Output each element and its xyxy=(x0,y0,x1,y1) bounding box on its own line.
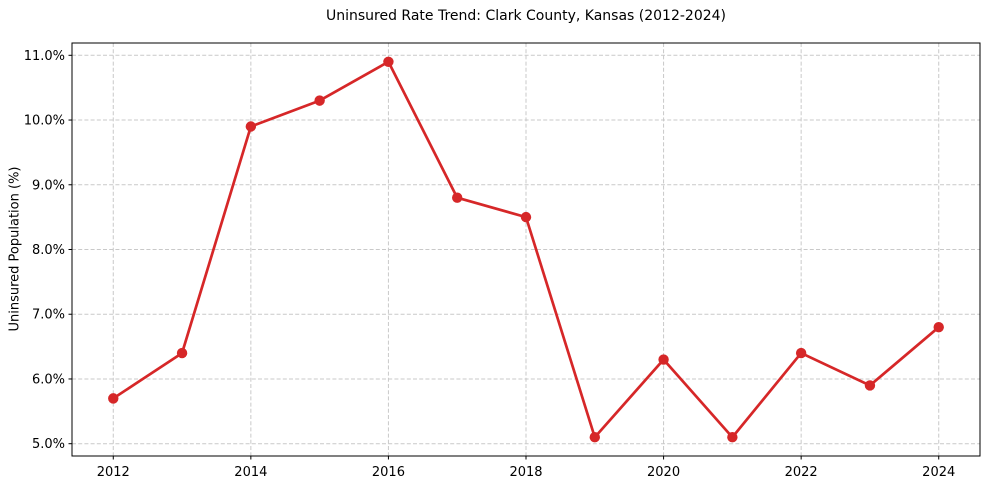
y-tick-label: 10.0% xyxy=(24,114,65,129)
plot-border xyxy=(71,42,981,457)
y-tick-label: 6.0% xyxy=(32,372,65,387)
data-point-marker xyxy=(176,347,188,359)
x-tick-label: 2018 xyxy=(509,465,542,480)
x-tick-label: 2020 xyxy=(647,465,680,480)
data-point-marker xyxy=(314,95,325,106)
data-point-marker xyxy=(658,354,669,365)
y-tick-label: 8.0% xyxy=(32,243,65,258)
y-tick-label: 9.0% xyxy=(32,178,65,193)
data-point-marker xyxy=(933,321,944,333)
y-tick-label: 5.0% xyxy=(32,437,65,452)
data-point-marker xyxy=(727,432,738,443)
data-point-marker xyxy=(245,121,257,132)
x-tick-label: 2016 xyxy=(372,465,405,480)
chart-title: Uninsured Rate Trend: Clark County, Kans… xyxy=(325,8,727,24)
data-point-marker xyxy=(383,56,394,67)
data-point-marker xyxy=(589,432,600,443)
y-tick-label: 7.0% xyxy=(32,308,65,323)
data-point-marker xyxy=(520,211,532,223)
x-tick-label: 2024 xyxy=(922,465,955,480)
x-tick-label: 2012 xyxy=(97,465,130,480)
data-point-marker xyxy=(795,347,807,359)
y-tick-label: 11.0% xyxy=(24,49,65,64)
x-tick-label: 2022 xyxy=(785,465,818,480)
data-point-marker xyxy=(108,393,119,404)
data-point-marker xyxy=(864,380,876,391)
x-tick-label: 2014 xyxy=(234,465,267,480)
data-point-marker xyxy=(452,192,463,203)
